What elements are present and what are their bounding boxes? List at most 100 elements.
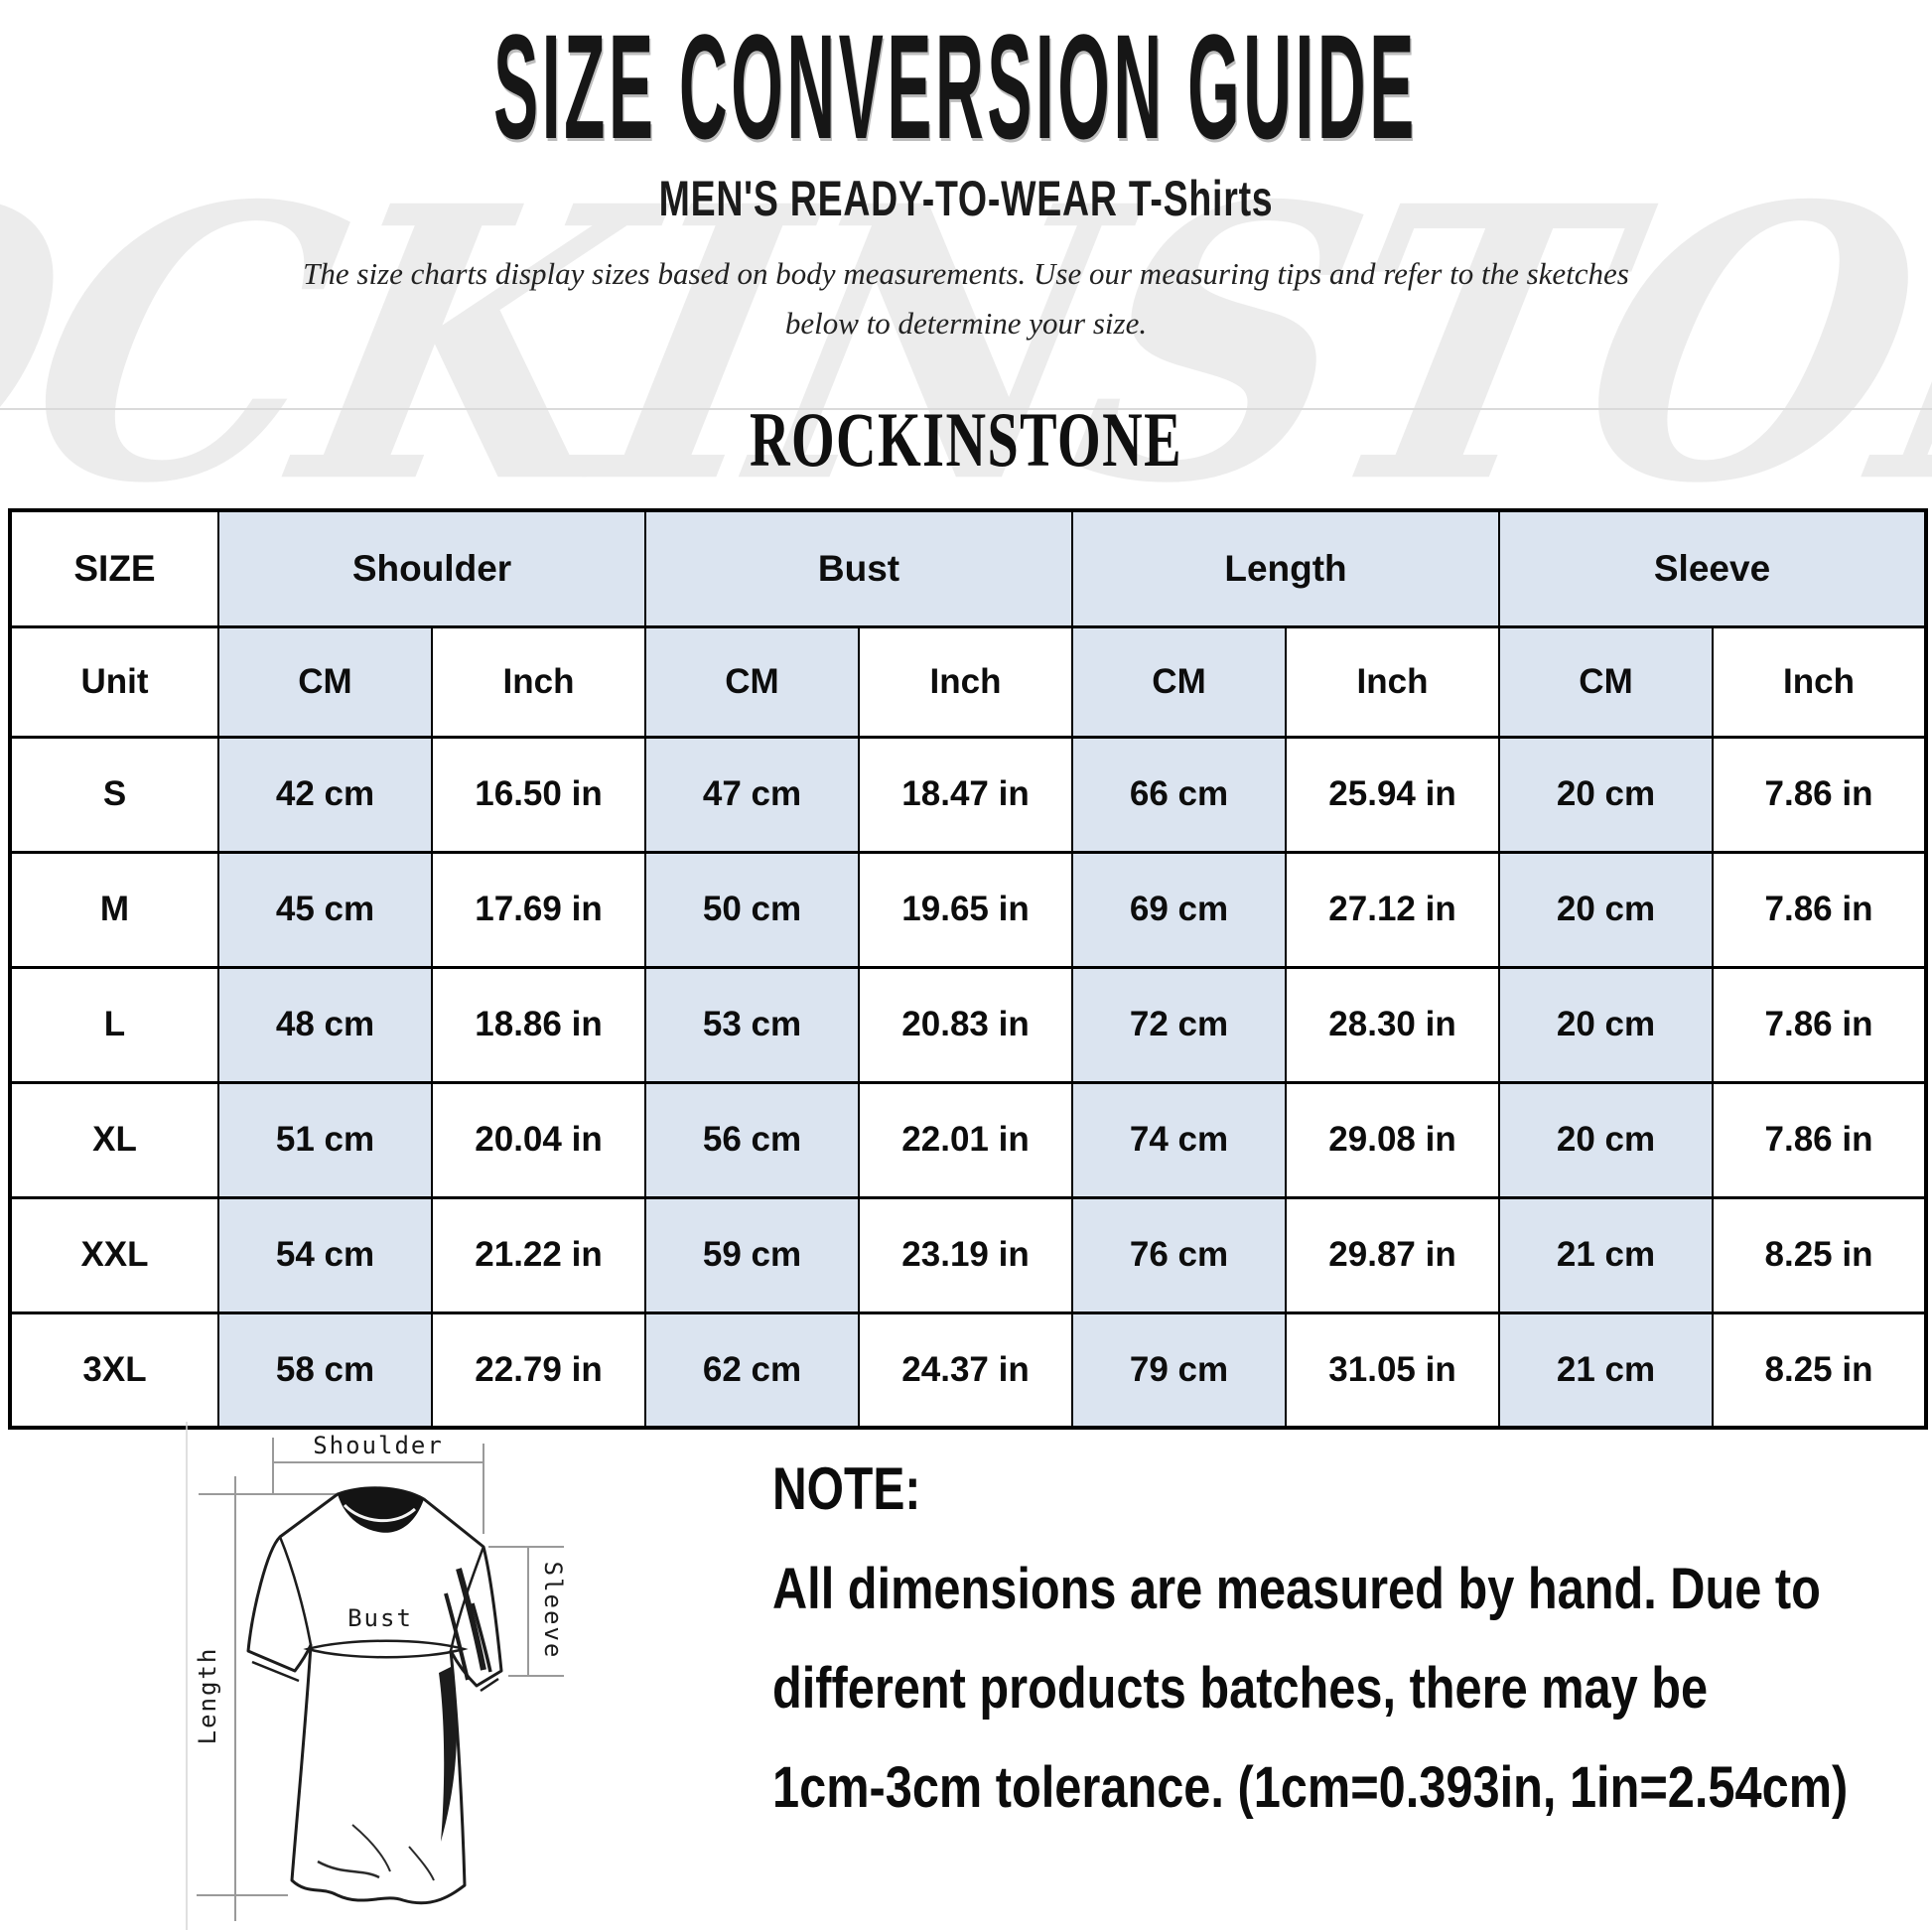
body-fold-shading — [439, 1666, 458, 1842]
table-cell: 21 cm — [1498, 1311, 1715, 1430]
table-cell: 56 cm — [644, 1080, 860, 1199]
size-row-s: S 42 cm 16.50 in 47 cm 18.47 in 66 cm 25… — [9, 735, 1928, 854]
header-shoulder: Shoulder — [217, 508, 646, 628]
unit-inch: Inch — [857, 624, 1074, 739]
unit-cm: CM — [1071, 624, 1288, 739]
unit-cm: CM — [1498, 624, 1715, 739]
table-cell: 28.30 in — [1285, 965, 1501, 1084]
table-cell: 25.94 in — [1285, 735, 1501, 854]
collar-rib-line — [343, 1503, 417, 1523]
table-cell: 59 cm — [644, 1195, 860, 1314]
page-title: SIZE CONVERSION GUIDE — [493, 3, 1418, 170]
table-cell: 58 cm — [217, 1311, 433, 1430]
size-label: M — [9, 850, 219, 969]
note-line-3: 1cm-3cm tolerance. (1cm=0.393in, 1in=2.5… — [772, 1755, 1849, 1820]
header-size: SIZE — [9, 508, 219, 628]
table-cell: 53 cm — [644, 965, 860, 1084]
table-cell: 22.79 in — [431, 1311, 646, 1430]
table-cell: 22.01 in — [857, 1080, 1074, 1199]
table-cell: 21 cm — [1498, 1195, 1715, 1314]
table-cell: 51 cm — [217, 1080, 433, 1199]
note-line-1: All dimensions are measured by hand. Due… — [772, 1557, 1821, 1621]
table-cell: 16.50 in — [431, 735, 646, 854]
size-row-l: L 48 cm 18.86 in 53 cm 20.83 in 72 cm 28… — [9, 965, 1928, 1084]
unit-inch: Inch — [1712, 624, 1928, 739]
table-cell: 27.12 in — [1285, 850, 1501, 969]
size-label: L — [9, 965, 219, 1084]
table-cell: 23.19 in — [857, 1195, 1074, 1314]
unit-inch: Inch — [1285, 624, 1501, 739]
table-cell: 76 cm — [1071, 1195, 1288, 1314]
tshirt-measurement-diagram: Shoulder Bust Length Sleeve — [186, 1422, 567, 1930]
table-cell: 66 cm — [1071, 735, 1288, 854]
table-cell: 7.86 in — [1712, 1080, 1928, 1199]
table-cell: 20 cm — [1498, 850, 1715, 969]
size-label: XXL — [9, 1195, 219, 1314]
table-cell: 7.86 in — [1712, 850, 1928, 969]
tshirt-outline — [246, 1486, 503, 1905]
measurement-guides — [197, 1438, 564, 1921]
table-cell: 79 cm — [1071, 1311, 1288, 1430]
bust-label: Bust — [347, 1604, 413, 1632]
table-cell: 69 cm — [1071, 850, 1288, 969]
table-cell: 20.04 in — [431, 1080, 646, 1199]
table-cell: 8.25 in — [1712, 1195, 1928, 1314]
unit-header-row: Unit CM Inch CM Inch CM Inch CM Inch — [9, 624, 1928, 739]
unit-cm: CM — [217, 624, 433, 739]
table-cell: 8.25 in — [1712, 1311, 1928, 1430]
table-cell: 31.05 in — [1285, 1311, 1501, 1430]
table-cell: 20.83 in — [857, 965, 1074, 1084]
sleeve-label: Sleeve — [539, 1562, 567, 1660]
header-sleeve: Sleeve — [1498, 508, 1928, 628]
description-line-2: below to determine your size. — [784, 306, 1148, 341]
table-cell: 20 cm — [1498, 1080, 1715, 1199]
header-length: Length — [1071, 508, 1501, 628]
unit-inch: Inch — [431, 624, 646, 739]
size-row-m: M 45 cm 17.69 in 50 cm 19.65 in 69 cm 27… — [9, 850, 1928, 969]
table-cell: 74 cm — [1071, 1080, 1288, 1199]
table-cell: 72 cm — [1071, 965, 1288, 1084]
table-cell: 20 cm — [1498, 735, 1715, 854]
brand-name: ROCKINSTONE — [749, 396, 1183, 483]
shoulder-label: Shoulder — [313, 1432, 444, 1459]
table-cell: 21.22 in — [431, 1195, 646, 1314]
bust-measure-ellipse — [303, 1639, 469, 1659]
table-cell: 18.86 in — [431, 965, 646, 1084]
table-cell: 42 cm — [217, 735, 433, 854]
table-cell: 45 cm — [217, 850, 433, 969]
measurement-header-row: SIZE Shoulder Bust Length Sleeve — [9, 508, 1928, 628]
description-line-1: The size charts display sizes based on b… — [303, 256, 1629, 291]
table-cell: 62 cm — [644, 1311, 860, 1430]
length-label: Length — [194, 1647, 221, 1745]
header-bust: Bust — [643, 508, 1074, 628]
table-cell: 29.87 in — [1285, 1195, 1501, 1314]
unit-cm: CM — [644, 624, 860, 739]
size-label: 3XL — [9, 1311, 219, 1430]
size-label: XL — [9, 1080, 219, 1199]
size-label: S — [9, 735, 219, 854]
table-cell: 20 cm — [1498, 965, 1715, 1084]
size-row-xxl: XXL 54 cm 21.22 in 59 cm 23.19 in 76 cm … — [9, 1195, 1928, 1314]
table-cell: 17.69 in — [431, 850, 646, 969]
table-cell: 24.37 in — [857, 1311, 1074, 1430]
brand-underline — [0, 408, 1932, 410]
table-cell: 54 cm — [217, 1195, 433, 1314]
note-line-2: different products batches, there may be — [772, 1656, 1709, 1721]
table-cell: 48 cm — [217, 965, 433, 1084]
size-conversion-table: SIZE Shoulder Bust Length Sleeve Unit CM… — [8, 508, 1929, 1430]
table-cell: 47 cm — [644, 735, 860, 854]
note-heading: NOTE: — [772, 1455, 921, 1522]
size-row-xl: XL 51 cm 20.04 in 56 cm 22.01 in 74 cm 2… — [9, 1080, 1928, 1199]
table-cell: 7.86 in — [1712, 735, 1928, 854]
page-subtitle: MEN'S READY-TO-WEAR T-Shirts — [658, 171, 1274, 226]
table-cell: 29.08 in — [1285, 1080, 1501, 1199]
table-cell: 50 cm — [644, 850, 860, 969]
tshirt-seams — [251, 1536, 499, 1881]
table-cell: 7.86 in — [1712, 965, 1928, 1084]
table-cell: 19.65 in — [857, 850, 1074, 969]
collar-fill — [338, 1486, 424, 1533]
table-cell: 18.47 in — [857, 735, 1074, 854]
size-row-3xl: 3XL 58 cm 22.79 in 62 cm 24.37 in 79 cm … — [9, 1311, 1928, 1430]
unit-label: Unit — [9, 624, 219, 739]
